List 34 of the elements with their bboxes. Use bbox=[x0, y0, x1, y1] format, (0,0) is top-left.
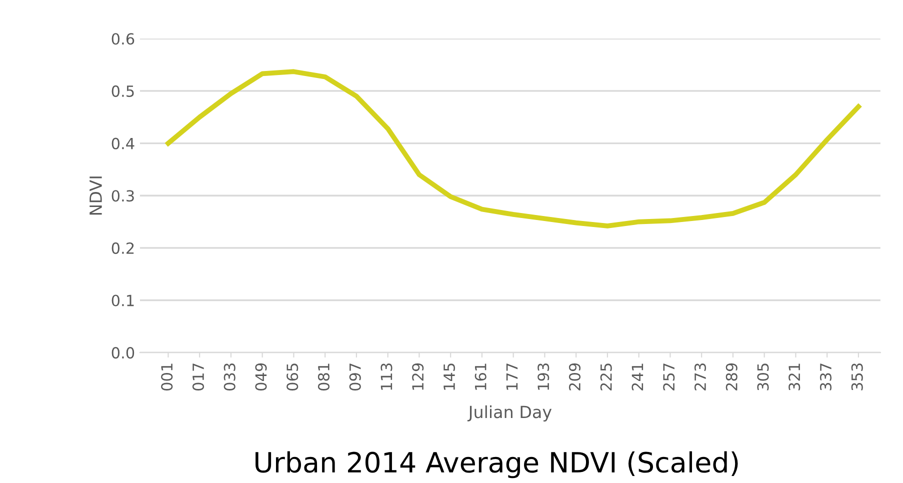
x-tick-label: 193 bbox=[538, 364, 550, 390]
x-tick-label: 305 bbox=[757, 364, 769, 390]
x-tick-label: 209 bbox=[568, 363, 581, 390]
x-tick-label: 049 bbox=[255, 363, 267, 390]
x-tick-label: 017 bbox=[192, 364, 204, 390]
x-tick-label: 177 bbox=[506, 364, 518, 390]
x-tick-label: 241 bbox=[632, 364, 644, 390]
x-axis-title: Julian Day bbox=[467, 405, 552, 422]
x-tick-label: 033 bbox=[224, 364, 236, 390]
x-tick-label: 353 bbox=[851, 364, 863, 390]
x-tick-label: 273 bbox=[694, 364, 706, 390]
x-tick-label: 113 bbox=[380, 364, 392, 390]
y-tick-label: 0.3 bbox=[112, 190, 134, 202]
y-tick-label: 0.6 bbox=[112, 33, 134, 45]
x-tick-label: 001 bbox=[161, 364, 173, 390]
y-tick-label: 0.4 bbox=[112, 138, 134, 150]
x-tick-label: 161 bbox=[474, 364, 486, 390]
line-series bbox=[166, 69, 861, 228]
y-tick-label: 0.1 bbox=[112, 294, 134, 306]
x-tick-label: 145 bbox=[444, 364, 456, 390]
y-tick-label: 0.2 bbox=[112, 242, 134, 254]
y-tick-label: 0.5 bbox=[112, 85, 134, 97]
x-tick-label: 129 bbox=[412, 363, 424, 390]
x-tick-label: 321 bbox=[788, 364, 800, 390]
x-tick-label: 257 bbox=[663, 364, 675, 390]
x-tick-label: 337 bbox=[820, 364, 832, 390]
x-tick-label: 081 bbox=[318, 364, 330, 390]
x-tick-label: 225 bbox=[600, 364, 612, 390]
x-tick-label: 289 bbox=[726, 363, 738, 390]
x-tick-label: 065 bbox=[286, 364, 298, 390]
text: Urban 2014 Average NDVI (Scaled) bbox=[256, 451, 738, 478]
y-tick-label: 0.0 bbox=[112, 347, 134, 359]
x-tick-label: 097 bbox=[349, 364, 361, 390]
y-axis-title: NDVI bbox=[90, 176, 102, 215]
